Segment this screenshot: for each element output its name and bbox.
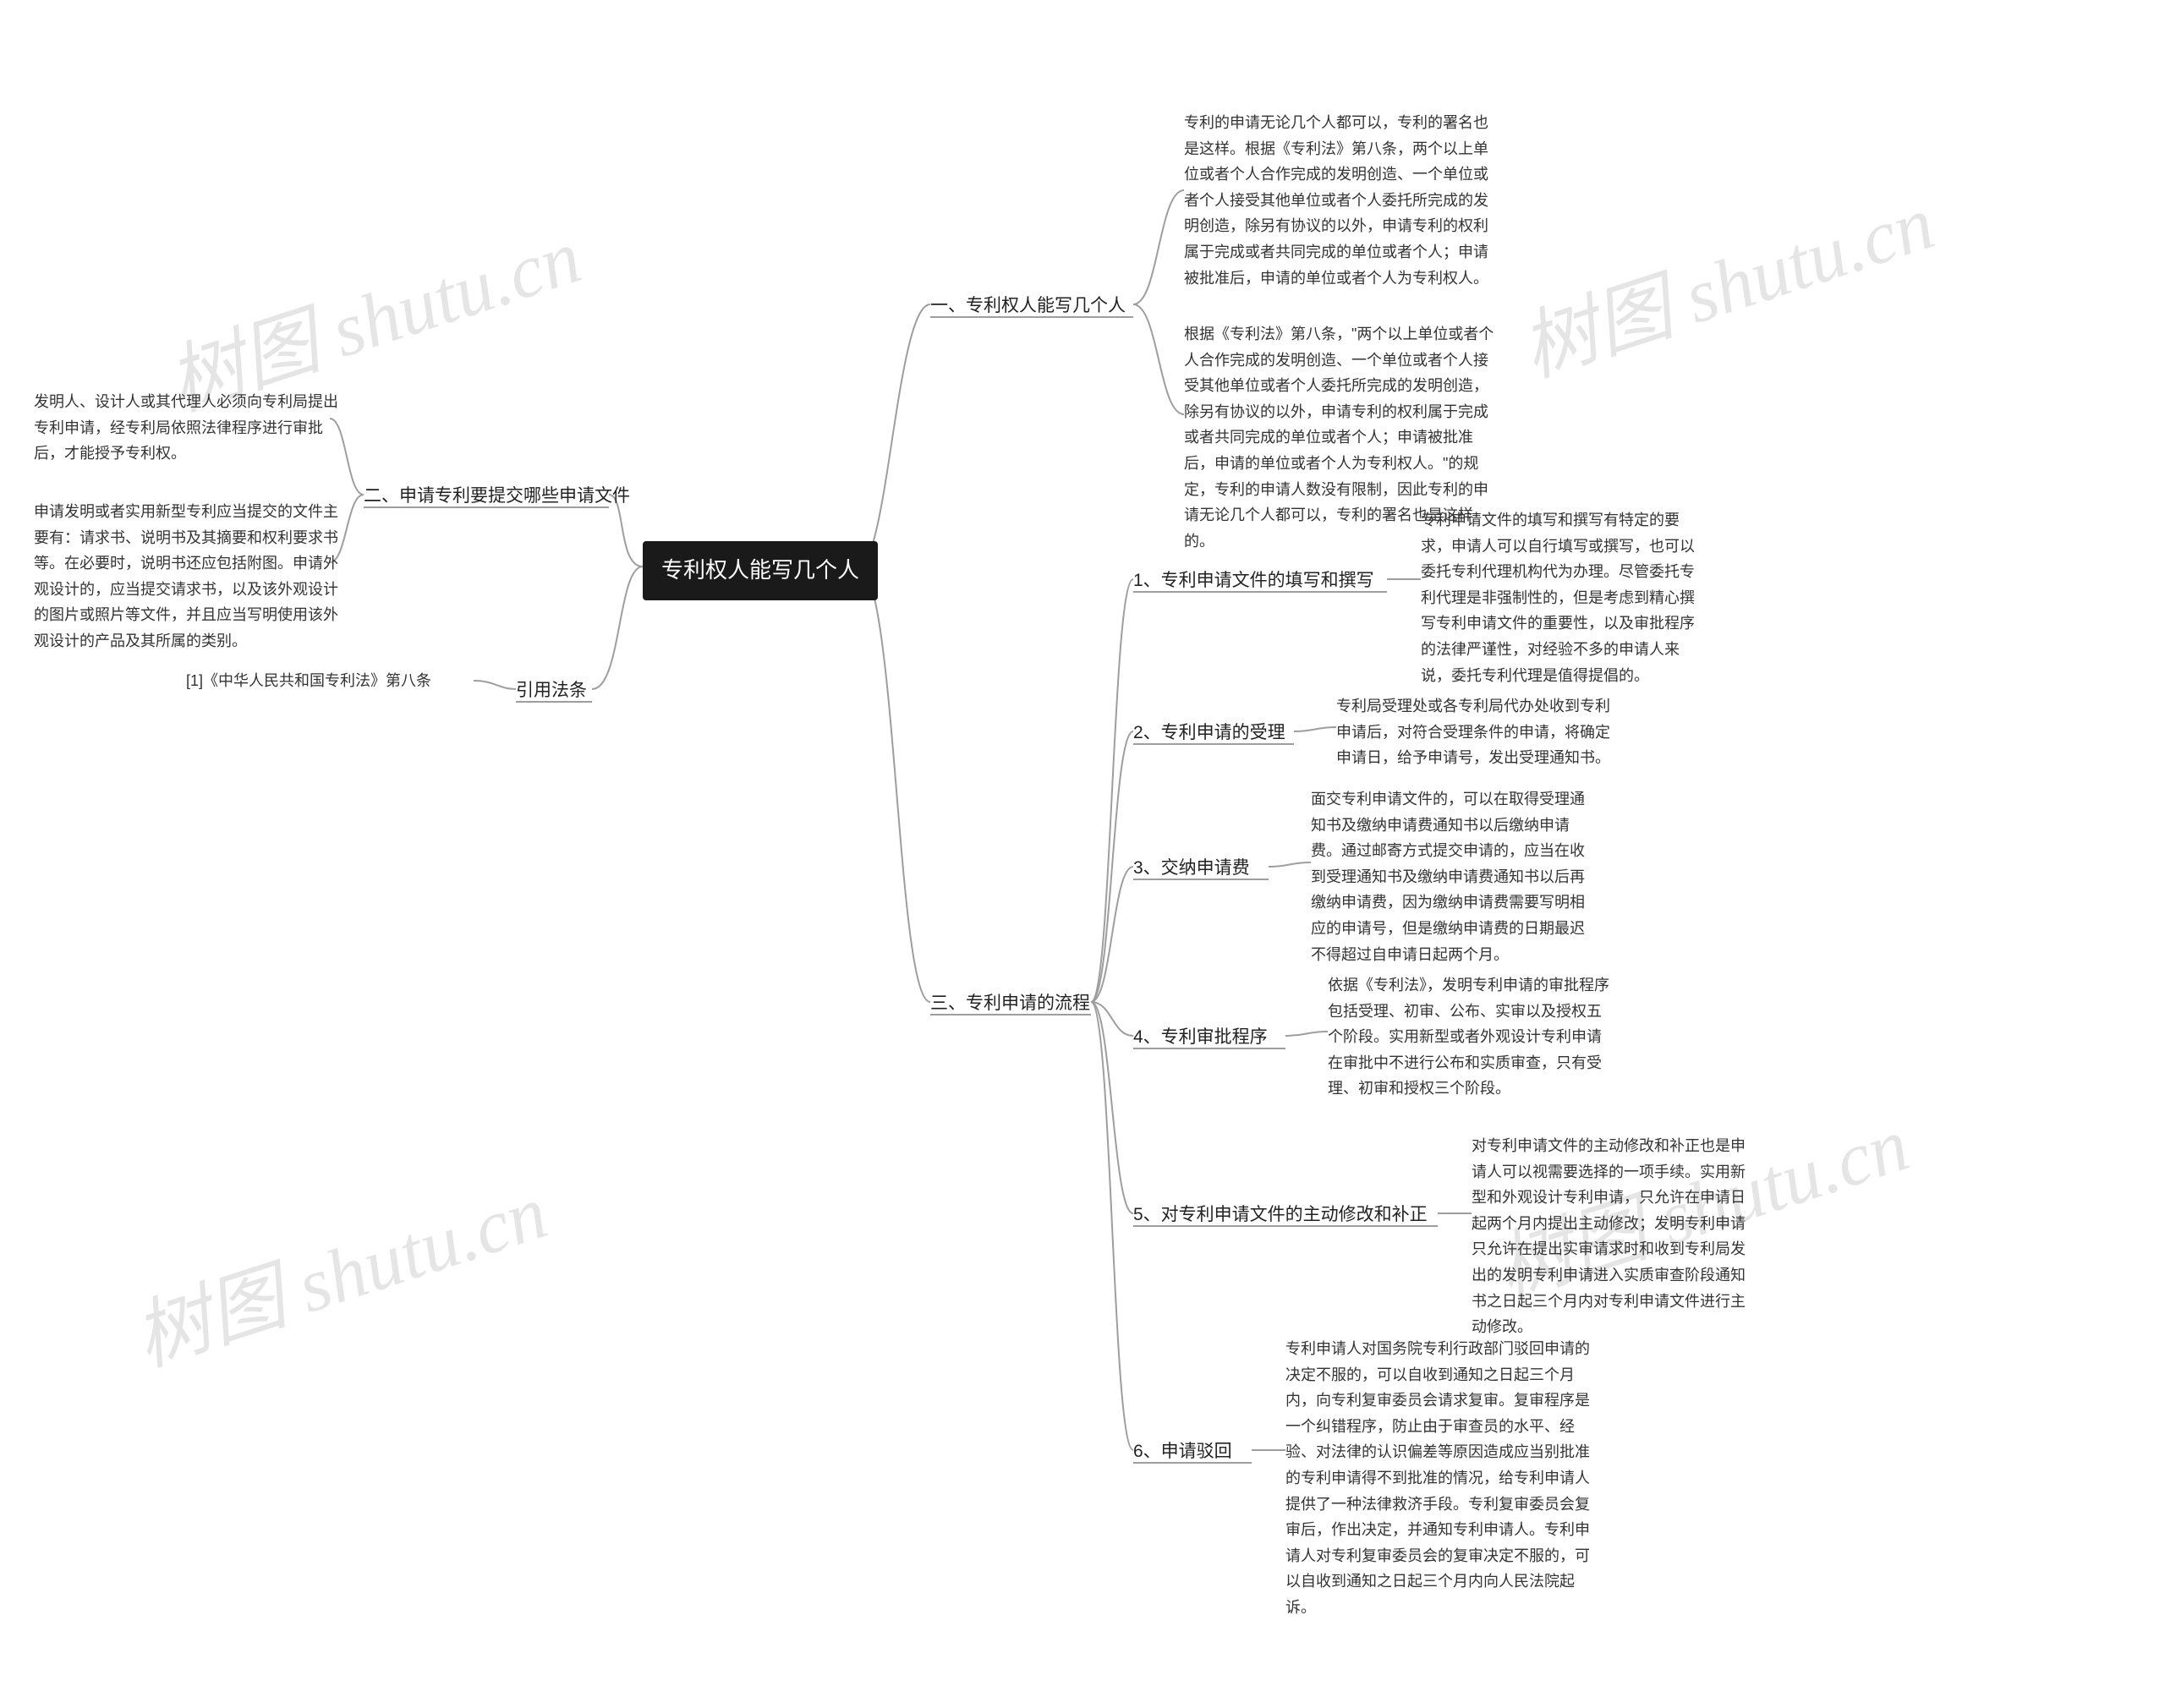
leaf-r3-c4: 依据《专利法》，发明专利申请的审批程序包括受理、初审、公布、实审以及授权五个阶段…: [1328, 972, 1615, 1102]
leaf-l2-2: 申请发明或者实用新型专利应当提交的文件主要有：请求书、说明书及其摘要和权利要求书…: [34, 499, 338, 654]
branch-r3-c6[interactable]: 6、申请驳回: [1133, 1437, 1232, 1466]
branch-left-2[interactable]: 二、申请专利要提交哪些申请文件: [364, 482, 630, 511]
branch-r3-c2[interactable]: 2、专利申请的受理: [1133, 719, 1285, 747]
mindmap-canvas: 树图 shutu.cn 树图 shutu.cn 树图 shutu.cn 树图 s…: [0, 0, 2165, 1708]
branch-r3-c4[interactable]: 4、专利审批程序: [1133, 1023, 1268, 1052]
branch-r3-c1[interactable]: 1、专利申请文件的填写和撰写: [1133, 567, 1374, 595]
leaf-r3-c3: 面交专利申请文件的，可以在取得受理通知书及缴纳申请费通知书以后缴纳申请费。通过邮…: [1311, 786, 1598, 967]
connectors-layer: [0, 0, 2165, 1708]
leaf-r3-c5: 对专利申请文件的主动修改和补正也是申请人可以视需要选择的一项手续。实用新型和外观…: [1472, 1133, 1759, 1340]
watermark: 树图 shutu.cn: [1505, 161, 1945, 397]
branch-r3-c3[interactable]: 3、交纳申请费: [1133, 854, 1250, 883]
leaf-citation: [1]《中华人民共和国专利法》第八条: [186, 668, 431, 694]
watermark: 树图 shutu.cn: [118, 1150, 558, 1387]
leaf-r3-c2: 专利局受理处或各专利局代办处收到专利申请后，对符合受理条件的申请，将确定申请日，…: [1336, 693, 1624, 771]
leaf-r3-c1: 专利申请文件的填写和撰写有特定的要求，申请人可以自行填写或撰写，也可以委托专利代…: [1421, 507, 1708, 688]
branch-right-3[interactable]: 三、专利申请的流程: [930, 989, 1090, 1018]
branch-right-1[interactable]: 一、专利权人能写几个人: [930, 292, 1126, 320]
branch-r3-c5[interactable]: 5、对专利申请文件的主动修改和补正: [1133, 1201, 1428, 1229]
leaf-r1-1: 专利的申请无论几个人都可以，专利的署名也是这样。根据《专利法》第八条，两个以上单…: [1184, 110, 1497, 291]
leaf-l2-1: 发明人、设计人或其代理人必须向专利局提出专利申请，经专利局依照法律程序进行审批后…: [34, 389, 338, 467]
branch-left-citation[interactable]: 引用法条: [516, 676, 587, 705]
leaf-r3-c6: 专利申请人对国务院专利行政部门驳回申请的决定不服的，可以自收到通知之日起三个月内…: [1285, 1336, 1598, 1621]
root-node[interactable]: 专利权人能写几个人: [643, 541, 878, 600]
